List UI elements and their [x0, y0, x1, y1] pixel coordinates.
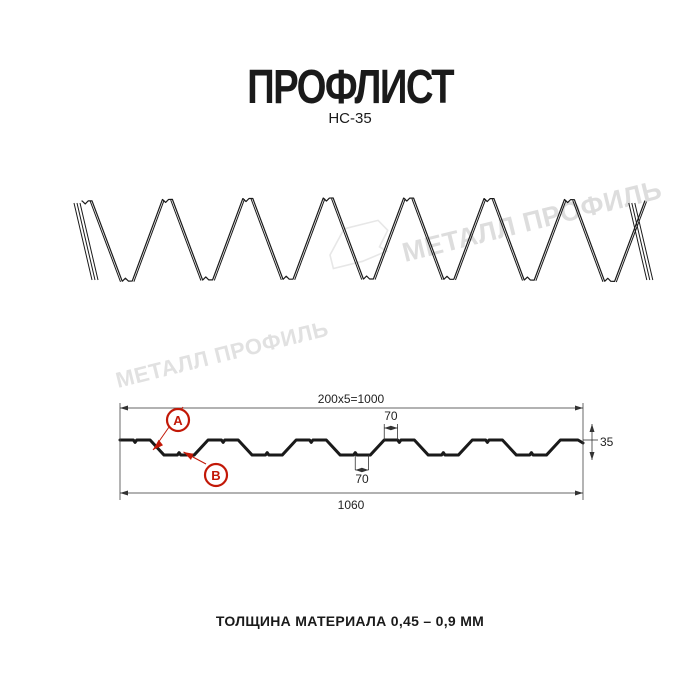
svg-text:1060: 1060 [338, 498, 365, 512]
svg-text:A: A [173, 413, 183, 428]
svg-text:200x5=1000: 200x5=1000 [318, 392, 385, 406]
svg-text:70: 70 [355, 472, 369, 486]
svg-text:70: 70 [384, 409, 398, 423]
svg-text:35: 35 [600, 435, 614, 449]
svg-text:B: B [211, 468, 220, 483]
